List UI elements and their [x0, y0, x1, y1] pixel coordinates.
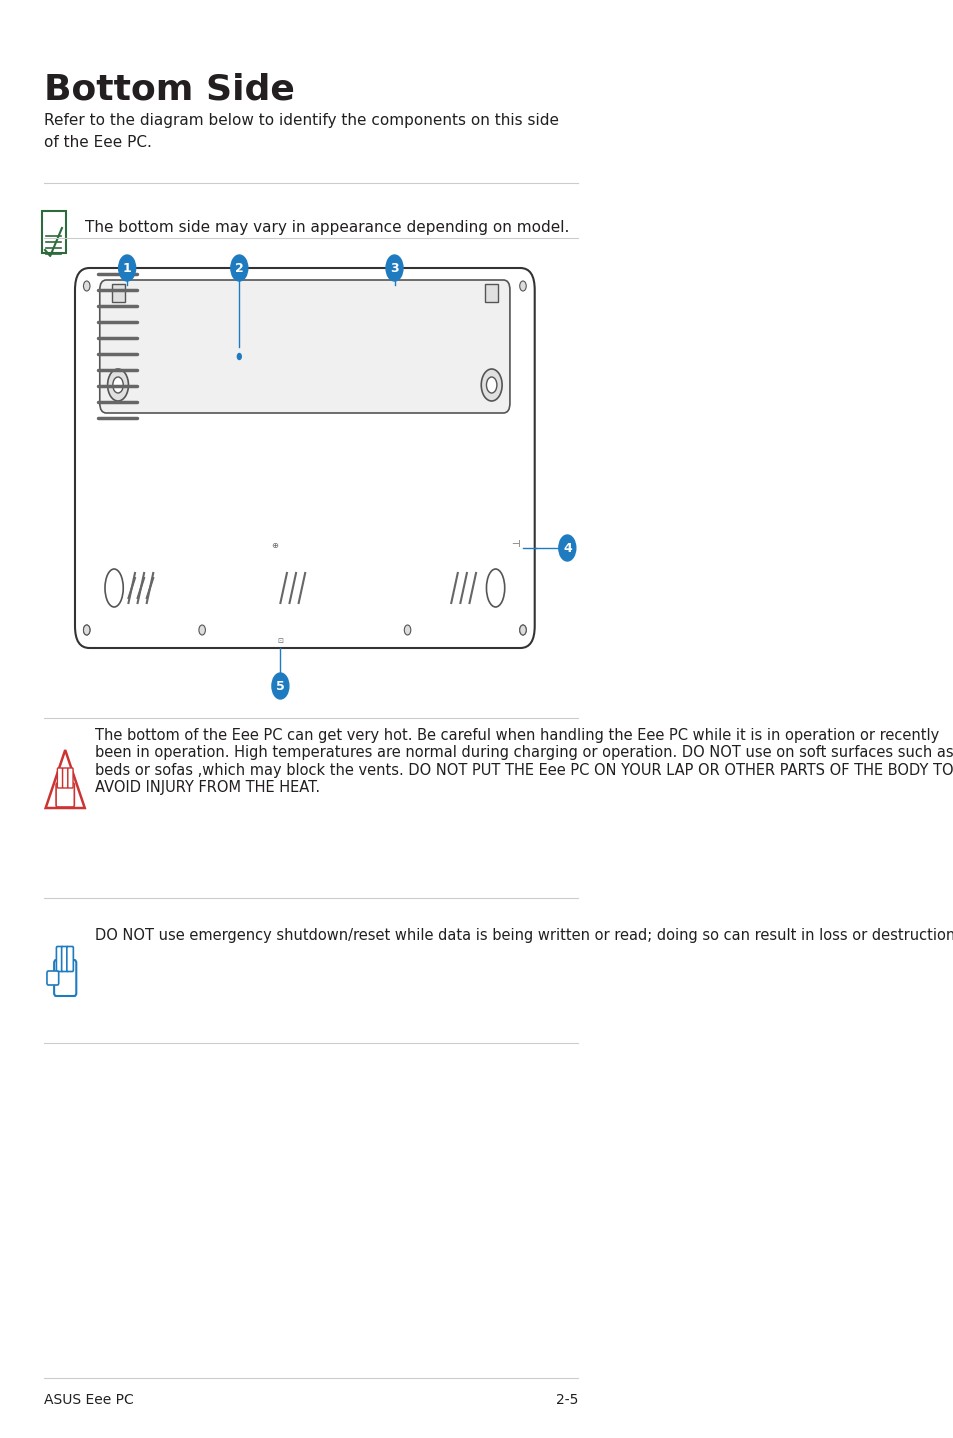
Text: The bottom of the Eee PC can get very hot. Be careful when handling the Eee PC w: The bottom of the Eee PC can get very ho… — [94, 728, 952, 795]
Circle shape — [558, 535, 576, 561]
FancyBboxPatch shape — [485, 283, 497, 302]
FancyBboxPatch shape — [42, 211, 66, 253]
FancyBboxPatch shape — [68, 768, 73, 788]
FancyBboxPatch shape — [47, 971, 59, 985]
FancyBboxPatch shape — [62, 946, 68, 972]
Circle shape — [237, 354, 241, 360]
FancyBboxPatch shape — [56, 784, 74, 807]
Circle shape — [231, 255, 248, 280]
FancyBboxPatch shape — [54, 961, 76, 997]
FancyBboxPatch shape — [112, 283, 125, 302]
Ellipse shape — [105, 569, 123, 607]
Circle shape — [118, 255, 135, 280]
Circle shape — [386, 255, 402, 280]
Circle shape — [83, 626, 90, 636]
Circle shape — [108, 370, 129, 401]
Circle shape — [272, 673, 289, 699]
FancyBboxPatch shape — [56, 946, 63, 972]
Text: 1: 1 — [123, 262, 132, 275]
Text: ⊣: ⊣ — [511, 539, 518, 549]
Circle shape — [480, 370, 501, 401]
FancyBboxPatch shape — [67, 946, 73, 972]
Text: ⊕: ⊕ — [272, 541, 278, 549]
Text: 2: 2 — [234, 262, 243, 275]
Circle shape — [198, 626, 205, 636]
FancyBboxPatch shape — [100, 280, 510, 413]
Circle shape — [486, 377, 497, 393]
FancyBboxPatch shape — [63, 768, 68, 788]
Ellipse shape — [486, 569, 504, 607]
Text: 4: 4 — [562, 542, 571, 555]
Text: ASUS Eee PC: ASUS Eee PC — [44, 1393, 133, 1406]
Circle shape — [519, 626, 526, 636]
Text: ⊡: ⊡ — [277, 638, 283, 644]
Circle shape — [83, 626, 90, 636]
Circle shape — [404, 626, 411, 636]
Text: Refer to the diagram below to identify the components on this side
of the Eee PC: Refer to the diagram below to identify t… — [44, 114, 558, 150]
Text: 5: 5 — [275, 680, 285, 693]
Text: 3: 3 — [390, 262, 398, 275]
Circle shape — [519, 280, 526, 290]
Circle shape — [112, 377, 123, 393]
Text: Bottom Side: Bottom Side — [44, 73, 294, 106]
FancyBboxPatch shape — [75, 267, 535, 649]
Circle shape — [83, 280, 90, 290]
Text: 2-5: 2-5 — [556, 1393, 578, 1406]
Circle shape — [519, 626, 526, 636]
Text: The bottom side may vary in appearance depending on model.: The bottom side may vary in appearance d… — [85, 220, 569, 234]
FancyBboxPatch shape — [57, 768, 63, 788]
Text: DO NOT use emergency shutdown/reset while data is being written or read; doing s: DO NOT use emergency shutdown/reset whil… — [94, 928, 953, 943]
